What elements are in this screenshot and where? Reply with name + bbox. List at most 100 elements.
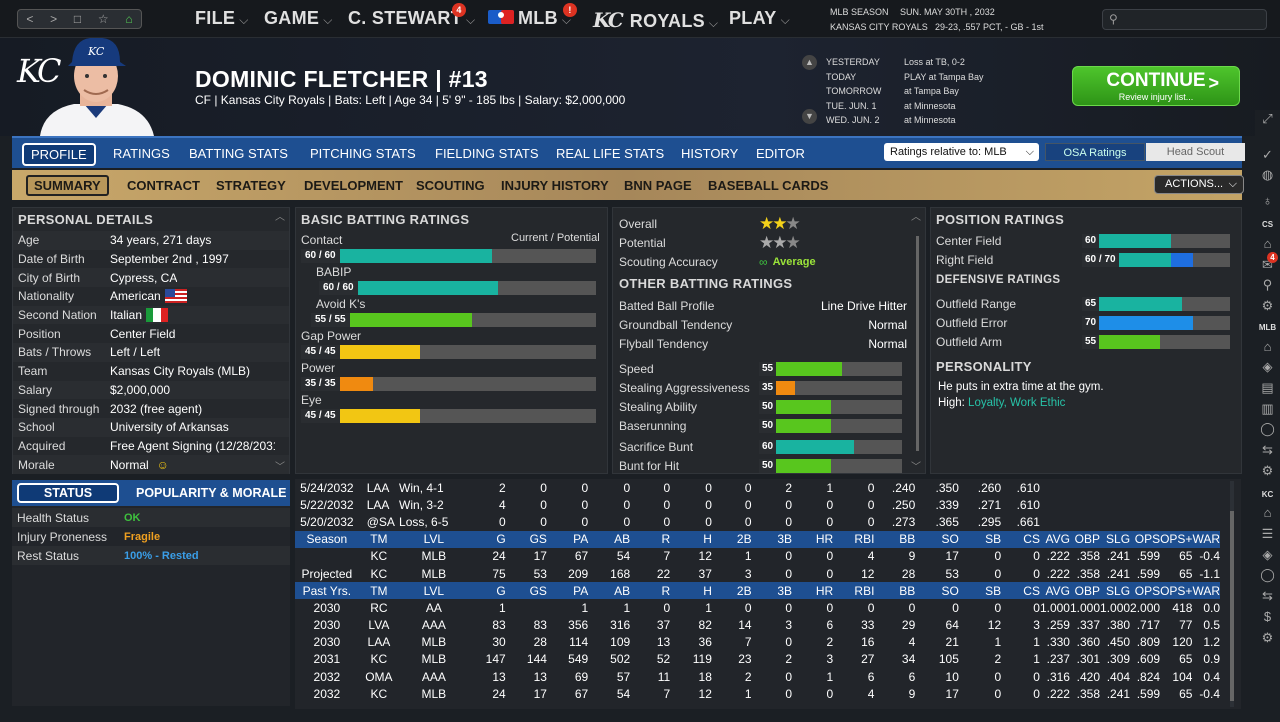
column-header[interactable]: PA xyxy=(546,582,589,600)
column-header[interactable]: SO xyxy=(915,530,959,548)
column-header[interactable]: R xyxy=(630,582,671,600)
column-header[interactable]: GS xyxy=(505,530,547,548)
column-header[interactable]: LVL xyxy=(399,530,469,548)
column-header[interactable]: AB xyxy=(588,582,631,600)
column-header[interactable]: R xyxy=(630,530,671,548)
collapse-icon[interactable]: ⤢ xyxy=(1262,111,1273,126)
tab-profile[interactable]: PROFILE xyxy=(22,143,96,166)
column-header[interactable]: AVG xyxy=(1039,582,1070,600)
home-icon[interactable]: ⌂ xyxy=(1263,505,1272,520)
ratings-relative-select[interactable]: Ratings relative to: MLB ⌵ xyxy=(884,143,1039,161)
column-header[interactable]: SLG xyxy=(1100,582,1131,600)
column-header[interactable]: TM xyxy=(358,530,400,548)
bookmarks-icon[interactable]: □ xyxy=(73,12,82,26)
tab-development[interactable]: DEVELOPMENT xyxy=(304,178,403,193)
column-header[interactable]: OBP xyxy=(1069,530,1101,548)
check-icon[interactable]: ✓ xyxy=(1262,147,1273,162)
menu-game[interactable]: GAME ⌵ xyxy=(264,8,333,28)
column-header[interactable]: H xyxy=(670,582,712,600)
menu-royals[interactable]: KC ROYALS ⌵ xyxy=(593,8,719,32)
map-pin-icon[interactable]: ◈ xyxy=(1262,547,1273,562)
tab-status[interactable]: STATUS xyxy=(17,483,119,503)
column-header[interactable]: OPS+ xyxy=(1160,530,1193,548)
chevron-down-icon[interactable]: ▼ xyxy=(802,109,817,124)
globe-icon[interactable]: ◍ xyxy=(1261,167,1274,182)
column-header[interactable]: WAR xyxy=(1192,582,1220,600)
forward-icon[interactable]: > xyxy=(50,12,58,26)
column-header[interactable]: CS xyxy=(1001,582,1040,600)
column-header[interactable]: OBP xyxy=(1069,582,1101,600)
tab-summary[interactable]: SUMMARY xyxy=(26,175,109,196)
tab-history[interactable]: HISTORY xyxy=(681,146,739,161)
column-header[interactable]: RBI xyxy=(833,582,875,600)
column-header[interactable]: CS xyxy=(1001,530,1040,548)
chart-icon[interactable]: ▥ xyxy=(1261,401,1274,416)
lightbulb-icon[interactable]: ♁ xyxy=(1262,193,1273,208)
tab-editor[interactable]: EDITOR xyxy=(756,146,805,161)
column-header[interactable]: RBI xyxy=(833,530,875,548)
column-header[interactable]: GS xyxy=(505,582,547,600)
tab-fielding-stats[interactable]: FIELDING STATS xyxy=(435,146,539,161)
column-header[interactable]: WAR xyxy=(1192,530,1220,548)
column-header[interactable]: OPS xyxy=(1130,582,1161,600)
transfer-icon[interactable]: ⇆ xyxy=(1262,442,1273,457)
tab-strategy[interactable]: STRATEGY xyxy=(216,178,286,193)
menu-play[interactable]: PLAY ⌵ xyxy=(729,8,790,28)
column-header[interactable]: PA xyxy=(546,530,589,548)
tab-bnn-page[interactable]: BNN PAGE xyxy=(624,178,692,193)
column-header[interactable]: BB xyxy=(874,582,916,600)
tab-injury-history[interactable]: INJURY HISTORY xyxy=(501,178,609,193)
column-header[interactable]: TM xyxy=(358,582,400,600)
home-icon[interactable]: ⌂ xyxy=(1263,339,1272,354)
head-scout-toggle[interactable]: Head Scout xyxy=(1146,143,1245,161)
card-icon[interactable]: ▤ xyxy=(1261,380,1274,395)
dollar-icon[interactable]: $ xyxy=(1263,609,1272,624)
chevron-up-icon[interactable]: ︿ xyxy=(911,212,921,223)
home-icon[interactable]: ⌂ xyxy=(1263,236,1272,251)
column-header[interactable]: 3B xyxy=(751,530,792,548)
baseball-icon[interactable]: ◯ xyxy=(1260,421,1275,436)
gear-icon[interactable]: ⚙ xyxy=(1261,463,1274,478)
column-header[interactable]: G xyxy=(468,530,506,548)
scrollbar[interactable] xyxy=(1230,481,1234,707)
mail-icon[interactable]: ✉ 4 xyxy=(1259,252,1278,273)
transfer-icon[interactable]: ⇆ xyxy=(1262,588,1273,603)
column-header[interactable]: OPS+ xyxy=(1160,582,1193,600)
tab-baseball-cards[interactable]: BASEBALL CARDS xyxy=(708,178,829,193)
actions-dropdown[interactable]: ACTIONS... ⌵ xyxy=(1154,175,1244,194)
chevron-up-icon[interactable]: ▲ xyxy=(802,55,817,70)
column-header[interactable]: SB xyxy=(958,530,1002,548)
gear-icon[interactable]: ⚙ xyxy=(1261,298,1274,313)
continue-button[interactable]: CONTINUE Review injury list... > xyxy=(1072,66,1240,106)
tab-pitching-stats[interactable]: PITCHING STATS xyxy=(310,146,416,161)
column-header[interactable]: HR xyxy=(792,582,834,600)
column-header[interactable]: H xyxy=(670,530,712,548)
home-icon[interactable]: ⌂ xyxy=(125,12,133,26)
tab-contract[interactable]: CONTRACT xyxy=(127,178,200,193)
column-header[interactable]: SLG xyxy=(1100,530,1131,548)
column-header[interactable]: OPS xyxy=(1130,530,1161,548)
tab-batting-stats[interactable]: BATTING STATS xyxy=(189,146,288,161)
column-header[interactable]: 2B xyxy=(711,530,752,548)
chevron-up-icon[interactable]: ︿ xyxy=(275,212,285,223)
tab-popularity-morale[interactable]: POPULARITY & MORALE xyxy=(136,486,287,500)
menu-file[interactable]: FILE ⌵ xyxy=(195,8,249,28)
column-header[interactable]: G xyxy=(468,582,506,600)
chevron-down-icon[interactable]: ﹀ xyxy=(911,462,921,473)
scrollbar[interactable] xyxy=(916,236,919,451)
star-icon[interactable]: ☆ xyxy=(97,12,109,26)
osa-ratings-toggle[interactable]: OSA Ratings xyxy=(1045,143,1145,161)
search-icon[interactable]: ⚲ xyxy=(1262,277,1273,292)
back-icon[interactable]: < xyxy=(26,12,34,26)
tab-real-life-stats[interactable]: REAL LIFE STATS xyxy=(556,146,665,161)
menu-manager[interactable]: C. STEWART 4 ⌵ xyxy=(348,3,476,28)
column-header[interactable]: AVG xyxy=(1039,530,1070,548)
roster-icon[interactable]: ☰ xyxy=(1261,526,1274,541)
column-header[interactable]: LVL xyxy=(399,582,469,600)
map-pin-icon[interactable]: ◈ xyxy=(1262,359,1273,374)
tab-scouting[interactable]: SCOUTING xyxy=(416,178,485,193)
column-header[interactable]: BB xyxy=(874,530,916,548)
column-header[interactable]: AB xyxy=(588,530,631,548)
gear-icon[interactable]: ⚙ xyxy=(1261,630,1274,645)
column-header[interactable]: SB xyxy=(958,582,1002,600)
